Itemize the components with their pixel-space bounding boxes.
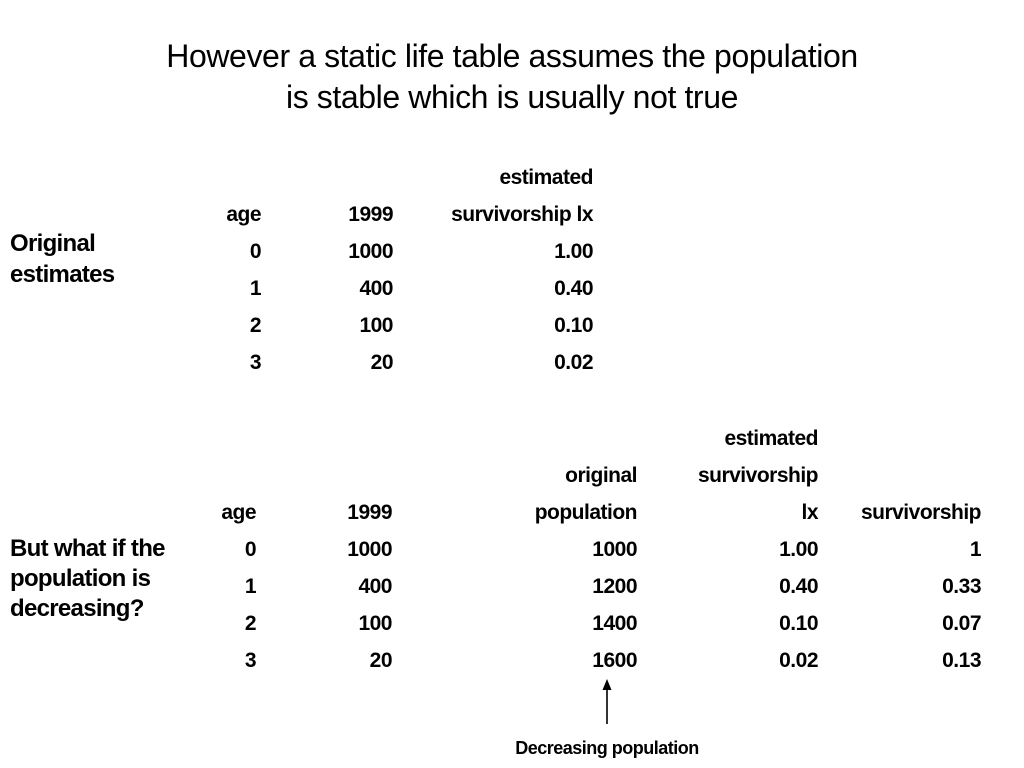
table-cell: 0.02 (554, 351, 593, 374)
table-cell: 0.10 (779, 612, 818, 635)
empty-cell (256, 427, 392, 464)
table-cell: 0.10 (554, 314, 593, 337)
table-cell: 1.00 (554, 240, 593, 263)
decreasing-question-label-line1: But what if the (10, 535, 166, 562)
table-cell: 1 (244, 575, 257, 598)
table-cell: 1000 (347, 538, 392, 561)
table-cell: 1000 (592, 538, 637, 561)
table-cell: 0.07 (942, 612, 981, 635)
empty-cell (150, 464, 256, 501)
t2-header-lx: lx (801, 501, 818, 524)
empty-cell (261, 166, 393, 203)
t1-header-survivorship-lx: survivorship lx (451, 203, 593, 226)
table-cell: 0.33 (942, 575, 981, 598)
original-estimates-table: estimated age 1999 survivorship lx 0 100… (150, 166, 593, 388)
decreasing-question-label: But what if the population is decreasing… (10, 534, 166, 624)
t2-header-population: population (534, 501, 638, 524)
table-cell: 0.40 (779, 575, 818, 598)
table-cell: 100 (358, 612, 392, 635)
table-cell: 0 (244, 538, 257, 561)
table-cell: 0.40 (554, 277, 593, 300)
table-cell: 400 (358, 575, 392, 598)
table-cell: 20 (369, 649, 393, 672)
decreasing-question-label-line3: decreasing? (10, 595, 144, 622)
t2-preheader-survivorship: survivorship (697, 464, 819, 487)
decreasing-population-table: estimated original survivorship age 1999… (150, 427, 981, 686)
table-cell: 0.02 (779, 649, 818, 672)
up-arrow-icon (599, 679, 615, 725)
table-cell: 0 (249, 240, 262, 263)
table-cell: 20 (370, 351, 394, 374)
t2-header-age: age (221, 501, 256, 524)
table-cell: 1 (249, 277, 262, 300)
table-cell: 0.13 (942, 649, 981, 672)
table-cell: 400 (359, 277, 393, 300)
table-cell: 1400 (592, 612, 637, 635)
table-cell: 1.00 (779, 538, 818, 561)
table-cell: 2 (244, 612, 257, 635)
decreasing-question-label-line2: population is (10, 565, 151, 592)
t1-header-1999: 1999 (348, 203, 393, 226)
t2-preheader-original: original (565, 464, 637, 487)
empty-cell (150, 166, 261, 203)
original-estimates-label: Original estimates (10, 228, 115, 290)
table-cell: 1200 (592, 575, 637, 598)
empty-cell (392, 427, 637, 464)
empty-cell (818, 427, 981, 464)
empty-cell (818, 464, 981, 501)
t2-preheader-estimated: estimated (724, 427, 818, 450)
t2-header-1999: 1999 (347, 501, 392, 524)
t2-header-survivorship: survivorship (860, 501, 982, 524)
original-estimates-label-line2: estimates (10, 261, 115, 288)
table-cell: 3 (249, 351, 262, 374)
decreasing-population-caption: Decreasing population (515, 738, 699, 758)
original-estimates-label-line1: Original (10, 230, 96, 257)
empty-cell (256, 464, 392, 501)
table-cell: 1 (969, 538, 982, 561)
page-title-line2: is stable which is usually not true (285, 79, 738, 115)
table-cell: 100 (359, 314, 393, 337)
table-cell: 1000 (348, 240, 393, 263)
table-cell: 2 (249, 314, 262, 337)
table-cell: 3 (244, 649, 257, 672)
empty-cell (150, 427, 256, 464)
t1-header-age: age (226, 203, 261, 226)
page-title: However a static life table assumes the … (0, 36, 1024, 118)
table-cell: 1600 (592, 649, 637, 672)
t1-preheader-estimated: estimated (499, 166, 593, 189)
page-title-line1: However a static life table assumes the … (166, 38, 858, 74)
